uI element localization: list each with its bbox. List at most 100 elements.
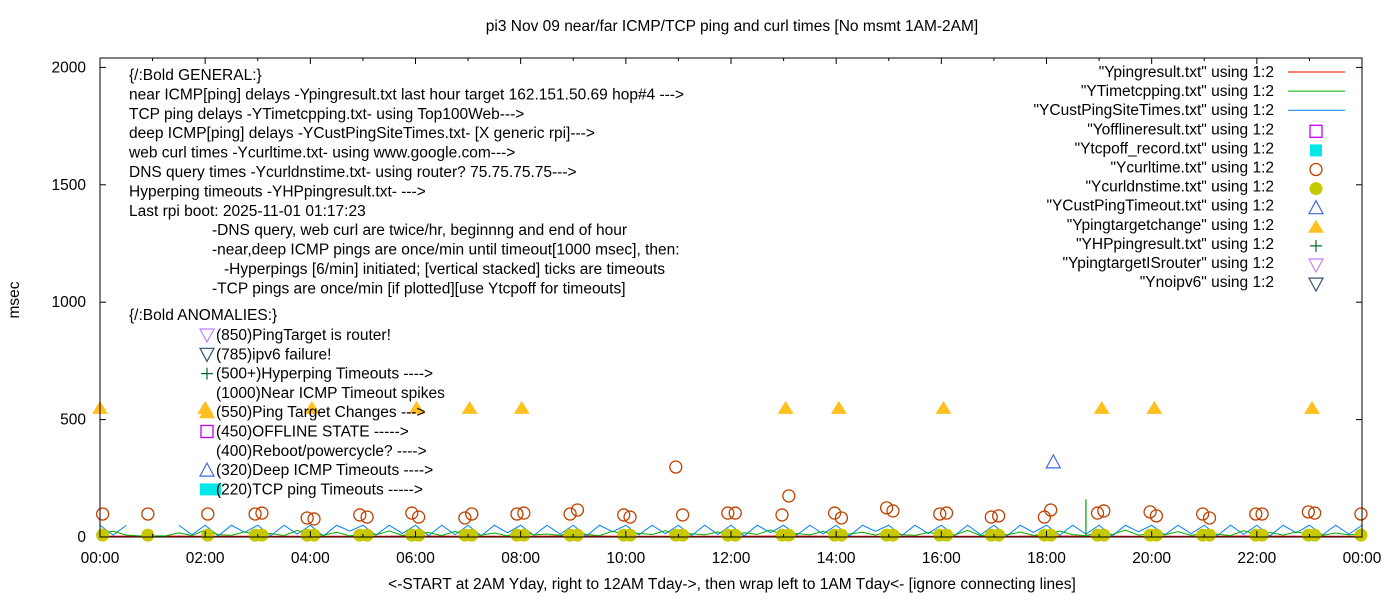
- curl-time-point: [617, 508, 631, 522]
- anomaly-marker-icon: [200, 424, 214, 439]
- legend-label: "Ytcpoff_record.txt" using 1:2: [1075, 140, 1274, 157]
- curl-time-point: [728, 506, 742, 520]
- dns-time-point: [201, 528, 215, 542]
- x-tick-label: 22:00: [1237, 550, 1276, 567]
- dns-time-point: [1308, 528, 1322, 542]
- dns-time-point: [886, 528, 900, 542]
- annotation-anomaly-line: (1000)Near ICMP Timeout spikes: [216, 385, 445, 402]
- chart-title: pi3 Nov 09 near/far ICMP/TCP ping and cu…: [486, 18, 978, 35]
- curl-time-point: [1301, 505, 1316, 519]
- ping-target-change-point: [1093, 400, 1110, 414]
- curl-time-point: [623, 510, 637, 524]
- annotation-anomaly-line: (785)ipv6 failure!: [216, 346, 331, 363]
- curl-time-point: [1196, 507, 1210, 521]
- legend-label: "Ynoipv6" using 1:2: [1140, 274, 1274, 291]
- annotation-anomaly-line: (400)Reboot/powercycle? ---->: [216, 443, 427, 460]
- ping-target-change-point: [935, 400, 952, 414]
- anomaly-marker-icon: [198, 328, 216, 344]
- curl-time-point: [1090, 506, 1105, 520]
- curl-time-point: [360, 510, 374, 524]
- x-tick-label: 02:00: [186, 550, 225, 567]
- annotation-general-line: -DNS query, web curl are twice/hr, begin…: [212, 222, 627, 239]
- dns-time-point: [255, 528, 269, 542]
- annotation-general-line: Last rpi boot: 2025-11-01 01:17:23: [129, 203, 366, 220]
- dns-time-point: [1354, 528, 1368, 542]
- curl-time-point: [939, 506, 954, 520]
- curl-time-point: [675, 508, 690, 522]
- curl-time-point: [412, 510, 426, 524]
- legend-label: "Ycurldnstime.txt" using 1:2: [1086, 179, 1274, 196]
- anomaly-marker-icon: [198, 461, 216, 477]
- curl-time-point: [991, 509, 1006, 523]
- annotation-anomaly-line: (220)TCP ping Timeouts ----->: [216, 481, 423, 498]
- annotation-general-line: web curl times -Ycurltime.txt- using www…: [128, 145, 515, 162]
- annotation-anomaly-line: (500+)Hyperping Timeouts ---->: [216, 366, 433, 383]
- dns-time-point: [1255, 528, 1269, 542]
- legend-label: "YpingtargetISrouter" using 1:2: [1063, 255, 1274, 272]
- annotation-anomaly-line: (550)Ping Target Changes --->: [216, 404, 426, 421]
- curl-time-point: [353, 508, 367, 522]
- curl-time-point: [248, 507, 262, 521]
- dns-time-point: [834, 528, 848, 542]
- curl-time-point: [933, 507, 947, 521]
- dns-time-point: [728, 528, 742, 542]
- annotation-general-line: DNS query times -Ycurldnstime.txt- using…: [129, 164, 577, 181]
- y-tick-label: 500: [60, 412, 86, 429]
- custping-timeout-point: [1045, 453, 1062, 469]
- x-axis-label: <-START at 2AM Yday, right to 12AM Tday-…: [388, 576, 1076, 593]
- dns-time-point: [1149, 528, 1163, 542]
- curl-time-point: [1255, 507, 1269, 521]
- curl-time-point: [141, 507, 155, 521]
- curl-time-point: [201, 507, 215, 521]
- dns-time-point: [940, 528, 954, 542]
- dns-time-point: [465, 528, 479, 542]
- legend-marker-icon: [1310, 239, 1322, 252]
- legend-label: "Ypingtargetchange" using 1:2: [1067, 217, 1274, 234]
- curl-time-point: [458, 511, 472, 525]
- curl-time-point: [827, 506, 842, 520]
- legend-label: "Yofflineresult.txt" using 1:2: [1087, 121, 1274, 138]
- curl-time-point: [721, 506, 735, 520]
- legend-marker-icon: [1309, 124, 1323, 138]
- dns-time-point: [1044, 528, 1058, 542]
- curl-time-point: [517, 506, 531, 520]
- legend-label: "Ypingresult.txt" using 1:2: [1099, 64, 1274, 81]
- dns-time-point: [141, 528, 155, 542]
- legend-marker-icon: [1310, 144, 1322, 157]
- legend-marker-icon: [1309, 162, 1323, 177]
- anomaly-marker-icon: [201, 367, 213, 380]
- y-tick-label: 0: [77, 529, 86, 546]
- legend-label: "YTimetcpping.txt" using 1:2: [1081, 83, 1274, 100]
- annotation-general-line: TCP ping delays -YTimetcpping.txt- using…: [129, 106, 524, 123]
- x-tick-label: 04:00: [291, 550, 330, 567]
- legend-marker-icon: [1308, 219, 1324, 233]
- curl-time-point: [1149, 509, 1164, 523]
- annotation-general-line: -near,deep ICMP pings are once/min until…: [212, 242, 680, 259]
- x-tick-label: 16:00: [922, 550, 961, 567]
- curl-time-point: [1097, 504, 1111, 518]
- ping-target-change-point: [513, 400, 530, 414]
- x-tick-label: 00:00: [81, 550, 120, 567]
- dns-time-point: [1097, 528, 1111, 542]
- x-tick-label: 08:00: [501, 550, 540, 567]
- annotation-general-line: deep ICMP[ping] delays -YCustPingSiteTim…: [129, 125, 595, 142]
- x-tick-label: 06:00: [396, 550, 435, 567]
- annotation-general-line: -TCP pings are once/min [if plotted][use…: [212, 280, 626, 297]
- legend-label: "YHPpingresult.txt" using 1:2: [1076, 236, 1274, 253]
- curl-time-point: [879, 501, 894, 515]
- ping-target-change-point: [1146, 400, 1163, 414]
- curl-time-point: [95, 507, 110, 521]
- curl-time-point: [984, 510, 998, 524]
- dns-time-point: [676, 528, 690, 542]
- dns-time-point: [1203, 528, 1217, 542]
- x-tick-label: 00:00: [1343, 550, 1382, 567]
- x-tick-label: 18:00: [1027, 550, 1066, 567]
- curl-time-point: [1202, 511, 1217, 525]
- ping-target-change-point: [1304, 400, 1321, 414]
- curl-time-point: [1044, 503, 1058, 517]
- curl-time-point: [886, 504, 900, 518]
- curl-time-point: [300, 511, 314, 525]
- annotation-general-line: -Hyperpings [6/min] initiated; [vertical…: [224, 261, 665, 278]
